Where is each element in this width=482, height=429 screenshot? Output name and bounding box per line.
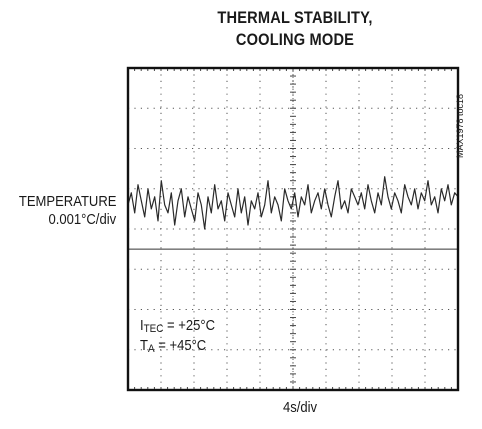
y-axis-scale-label: 0.001°C/div <box>48 212 116 228</box>
series-trace <box>127 176 459 230</box>
annotation-itec: ITEC = +25°C <box>140 318 216 335</box>
plot-frame <box>126 66 460 392</box>
chart-title-line1: THERMAL STABILITY, <box>217 8 373 27</box>
x-axis-label: 4s/div <box>282 400 318 416</box>
annotation-ta: TA = +45°C <box>140 338 207 355</box>
y-axis-label: TEMPERATURE <box>18 194 116 210</box>
figure-id: MAX1978 toc18 <box>455 93 465 158</box>
chart-title-line2: COOLING MODE <box>235 30 355 49</box>
